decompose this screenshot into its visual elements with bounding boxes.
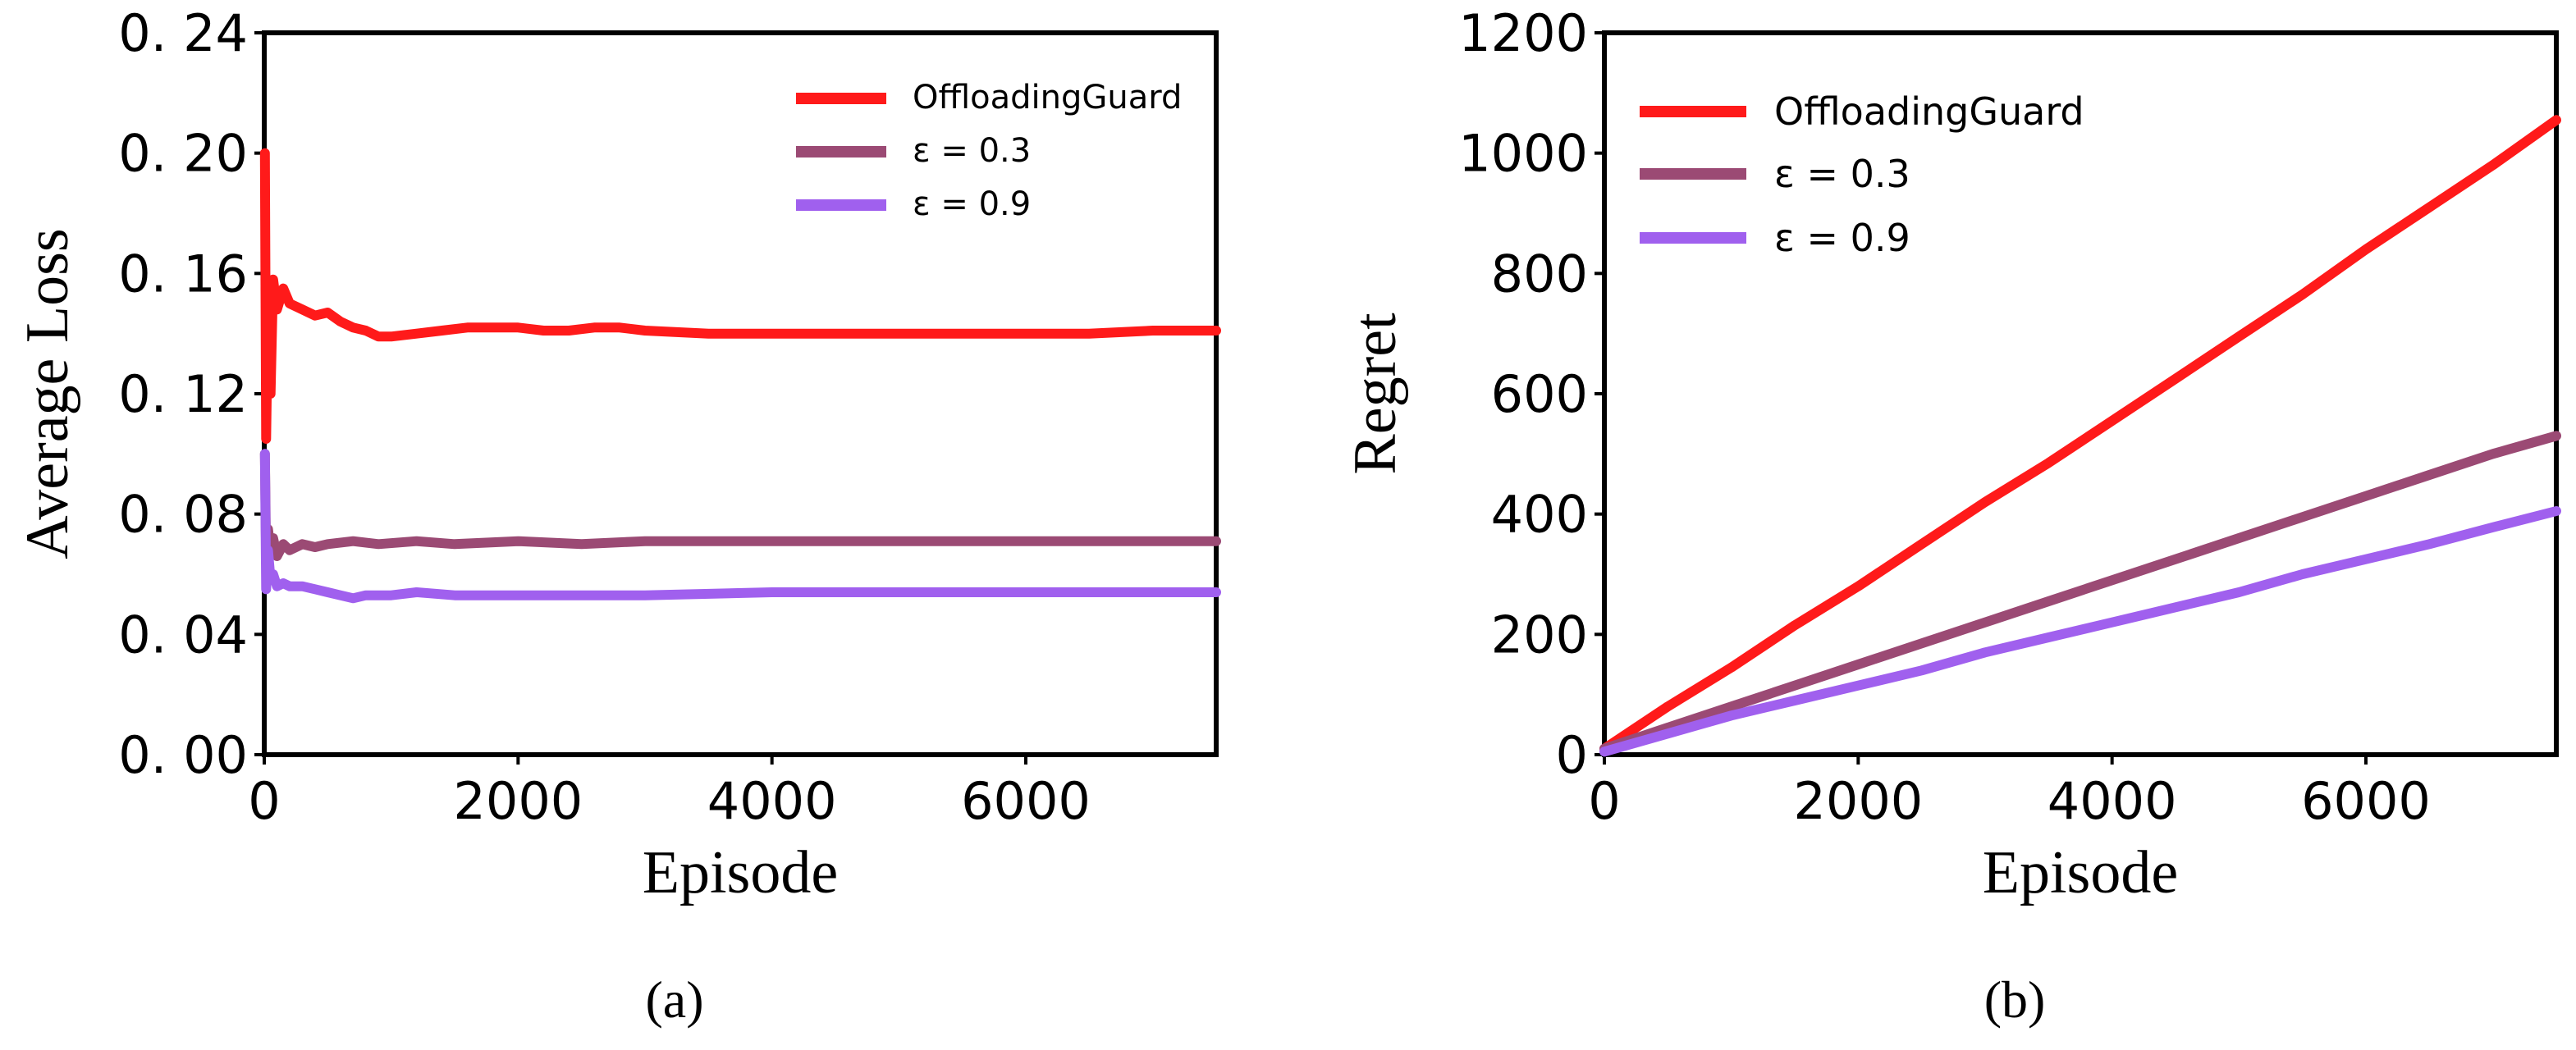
panel-b-y-tick-label: 1200 bbox=[1458, 3, 1588, 63]
panel-b-ticks: 0 2000 4000 6000 0 200 400 600 800 1000 1200 bbox=[1458, 3, 2431, 831]
panel-b-y-axis-title: Regret bbox=[1342, 313, 1409, 475]
panel-a-x-tick-label: 6000 bbox=[961, 771, 1091, 831]
panel-a-series-line-offloadingguard bbox=[259, 148, 1221, 444]
panel-a-y-axis-title: Average Loss bbox=[14, 228, 81, 559]
panel-b-legend: OffloadingGuard ε = 0.3 ε = 0.9 bbox=[1640, 89, 2084, 260]
panel-a-y-tick-label: 0. 16 bbox=[118, 244, 248, 304]
panel-b-x-axis-title: Episode bbox=[1983, 839, 2178, 906]
panel-b-series-line-offloadingguard bbox=[1599, 115, 2561, 754]
panel-b-legend-label-eps03: ε = 0.3 bbox=[1774, 152, 1910, 196]
panel-a-legend-label-offloadingguard: OffloadingGuard bbox=[913, 79, 1182, 116]
panel-a-y-tick-label: 0. 08 bbox=[118, 485, 248, 545]
panel-b-regret: 0 2000 4000 6000 0 200 400 600 800 1000 1200 Episo… bbox=[1342, 3, 2561, 1029]
panel-b-series-line-eps-0-9 bbox=[1599, 506, 2561, 757]
panel-a-y-tick-label: 0. 24 bbox=[118, 3, 248, 63]
panel-a-y-tick-label: 0. 12 bbox=[118, 364, 248, 424]
panel-a-series-line-eps-0-3 bbox=[259, 449, 1221, 564]
panel-a-x-axis-title: Episode bbox=[643, 839, 838, 906]
panel-a-ticks: 0 2000 4000 6000 0. 00 0. 04 0. 08 0. 12 0. 16 0.… bbox=[118, 3, 1091, 831]
panel-b-x-tick-label: 4000 bbox=[2048, 771, 2177, 831]
panel-b-legend-label-eps09: ε = 0.9 bbox=[1774, 216, 1910, 260]
panel-a-y-tick-label: 0. 20 bbox=[118, 124, 248, 184]
panel-a-caption: (a) bbox=[645, 970, 703, 1029]
panel-a-legend-label-eps03: ε = 0.3 bbox=[913, 132, 1031, 170]
panel-a-plot-frame bbox=[262, 30, 1219, 757]
panel-a-y-tick-label: 0. 04 bbox=[118, 605, 248, 664]
panel-b-x-tick-label: 0 bbox=[1588, 771, 1620, 831]
panel-a-y-tick-label: 0. 00 bbox=[118, 725, 248, 785]
panel-b-y-tick-label: 400 bbox=[1491, 485, 1588, 545]
panel-b-y-tick-label: 800 bbox=[1491, 244, 1588, 304]
panel-b-y-tick-label: 200 bbox=[1491, 605, 1588, 664]
panel-b-x-tick-label: 2000 bbox=[1793, 771, 1923, 831]
panel-a-legend: OffloadingGuard ε = 0.3 ε = 0.9 bbox=[796, 79, 1182, 223]
panel-a-average-loss: 0 2000 4000 6000 0. 00 0. 04 0. 08 0. 12 0. 16 0.… bbox=[14, 3, 1221, 1029]
panel-a-x-tick-label: 2000 bbox=[453, 771, 583, 831]
panel-b-caption: (b) bbox=[1984, 970, 2046, 1029]
panel-a-legend-label-eps09: ε = 0.9 bbox=[913, 185, 1031, 223]
panel-b-legend-label-offloadingguard: OffloadingGuard bbox=[1774, 89, 2084, 134]
panel-b-series bbox=[1599, 115, 2561, 757]
panel-b-y-tick-label: 0 bbox=[1556, 725, 1588, 785]
panel-b-x-tick-label: 6000 bbox=[2301, 771, 2431, 831]
panel-b-y-tick-label: 600 bbox=[1491, 364, 1588, 424]
panel-b-plot-frame bbox=[1602, 30, 2559, 757]
panel-a-x-tick-label: 0 bbox=[248, 771, 280, 831]
panel-a-series bbox=[259, 148, 1221, 604]
panel-b-series-line-eps-0-3 bbox=[1599, 431, 2561, 754]
panel-a-series-line-eps-0-9 bbox=[259, 449, 1221, 604]
panel-a-x-tick-label: 4000 bbox=[707, 771, 837, 831]
panel-b-y-tick-label: 1000 bbox=[1458, 124, 1588, 184]
